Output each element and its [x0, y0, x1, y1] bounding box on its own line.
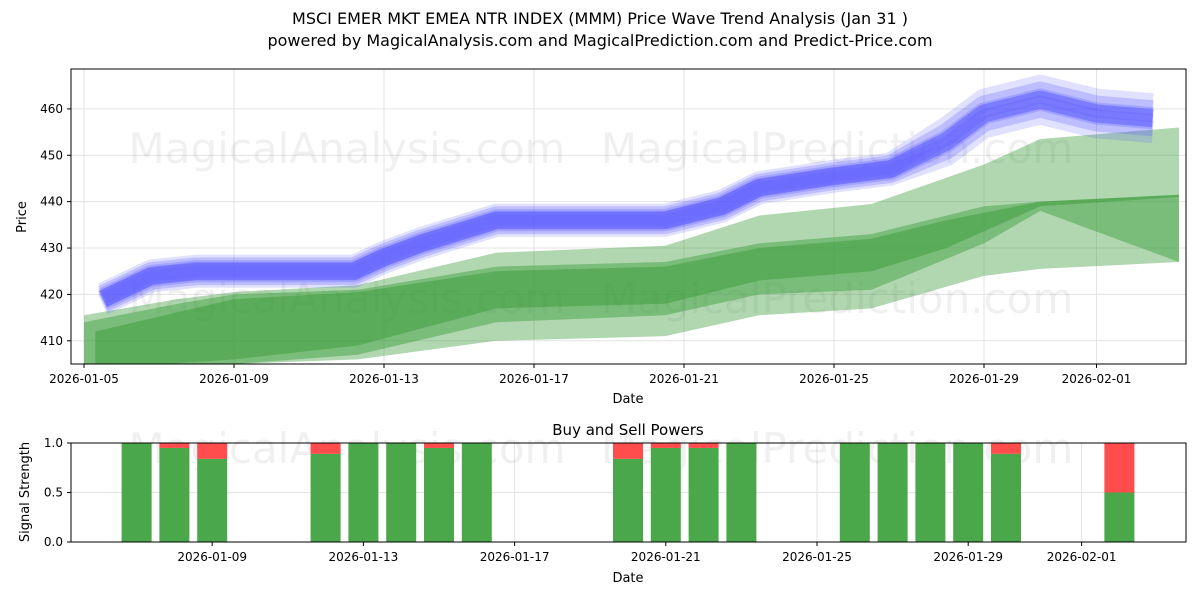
watermark: MagicalPrediction.com	[601, 124, 1074, 173]
y-axis-label: Signal Strength	[18, 442, 33, 542]
x-tick-label: 2026-02-01	[1062, 372, 1132, 386]
y-tick-label: 440	[40, 195, 63, 209]
y-tick-label: 450	[40, 148, 63, 162]
x-tick-label: 2026-01-21	[649, 372, 719, 386]
sell-bar	[310, 443, 341, 454]
sell-bar	[991, 443, 1021, 454]
sell-bar	[424, 443, 454, 448]
x-tick-label: 2026-01-09	[199, 372, 269, 386]
x-tick-label: 2026-01-29	[933, 550, 1003, 564]
y-tick-label: 460	[40, 102, 63, 116]
buy-bar	[310, 453, 341, 542]
x-tick-label: 2026-01-13	[349, 372, 419, 386]
buy-bar	[613, 458, 643, 542]
buy-bar	[839, 443, 870, 542]
chart-title: MSCI EMER MKT EMEA NTR INDEX (MMM) Price…	[292, 9, 908, 28]
sell-bar	[613, 443, 643, 459]
x-tick-label: 2026-01-17	[480, 550, 550, 564]
x-tick-label: 2026-01-13	[329, 550, 399, 564]
buy-bar	[650, 447, 681, 542]
buy-bar	[726, 443, 757, 542]
x-tick-label: 2026-01-17	[499, 372, 569, 386]
buy-bar	[386, 443, 417, 542]
sell-bar	[1104, 443, 1135, 493]
sell-bar	[688, 443, 719, 448]
chart-subtitle: powered by MagicalAnalysis.com and Magic…	[267, 31, 933, 50]
plot-area	[84, 74, 1179, 364]
buy-bar	[688, 447, 719, 542]
blue-wave-line	[98, 90, 1154, 308]
x-tick-label: 2026-01-25	[799, 372, 869, 386]
x-tick-label: 2026-02-01	[1047, 550, 1117, 564]
buy-bar	[1104, 492, 1135, 542]
x-tick-label: 2026-01-21	[631, 550, 701, 564]
watermark: MagicalAnalysis.com	[129, 124, 566, 173]
buy-bar	[424, 447, 454, 542]
x-axis-label: Date	[612, 571, 643, 586]
plot-frame	[70, 442, 1187, 543]
signal-chart-title: Buy and Sell Powers	[552, 421, 704, 439]
plot-frame	[70, 68, 1187, 365]
x-axis-label: Date	[612, 392, 643, 407]
buy-bar	[991, 453, 1021, 542]
buy-bar	[953, 443, 984, 542]
buy-bar	[877, 443, 908, 542]
green-band-inner	[95, 194, 1179, 364]
buy-bar	[461, 443, 492, 542]
x-tick-label: 2026-01-29	[949, 372, 1019, 386]
y-tick-label: 420	[40, 287, 63, 301]
y-tick-label: 0.5	[44, 486, 63, 500]
buy-bar	[159, 447, 190, 542]
y-tick-label: 430	[40, 241, 63, 255]
y-tick-label: 410	[40, 334, 63, 348]
buy-bar	[197, 458, 228, 542]
price-plot: 410 420 430 440 450 460 2026-01-05 2026-01-09 20…	[15, 68, 1187, 407]
buy-bar	[915, 443, 946, 542]
watermark: MagicalAnalysis.com	[129, 424, 566, 473]
sell-bar	[159, 443, 190, 448]
x-tick-label: 2026-01-25	[782, 550, 852, 564]
x-tick-label: 2026-01-05	[49, 372, 119, 386]
signal-plot: 0.0 0.5 1.0 2026-01-09 2026-01-13 2026-01-17 2…	[18, 421, 1187, 586]
x-tick-label: 2026-01-09	[177, 550, 247, 564]
sell-bar	[650, 443, 681, 448]
buy-bar	[121, 443, 152, 542]
y-tick-label: 1.0	[44, 436, 63, 450]
sell-bar	[197, 443, 228, 459]
y-axis-label: Price	[15, 201, 30, 233]
buy-bar	[348, 443, 379, 542]
y-tick-label: 0.0	[44, 535, 63, 549]
